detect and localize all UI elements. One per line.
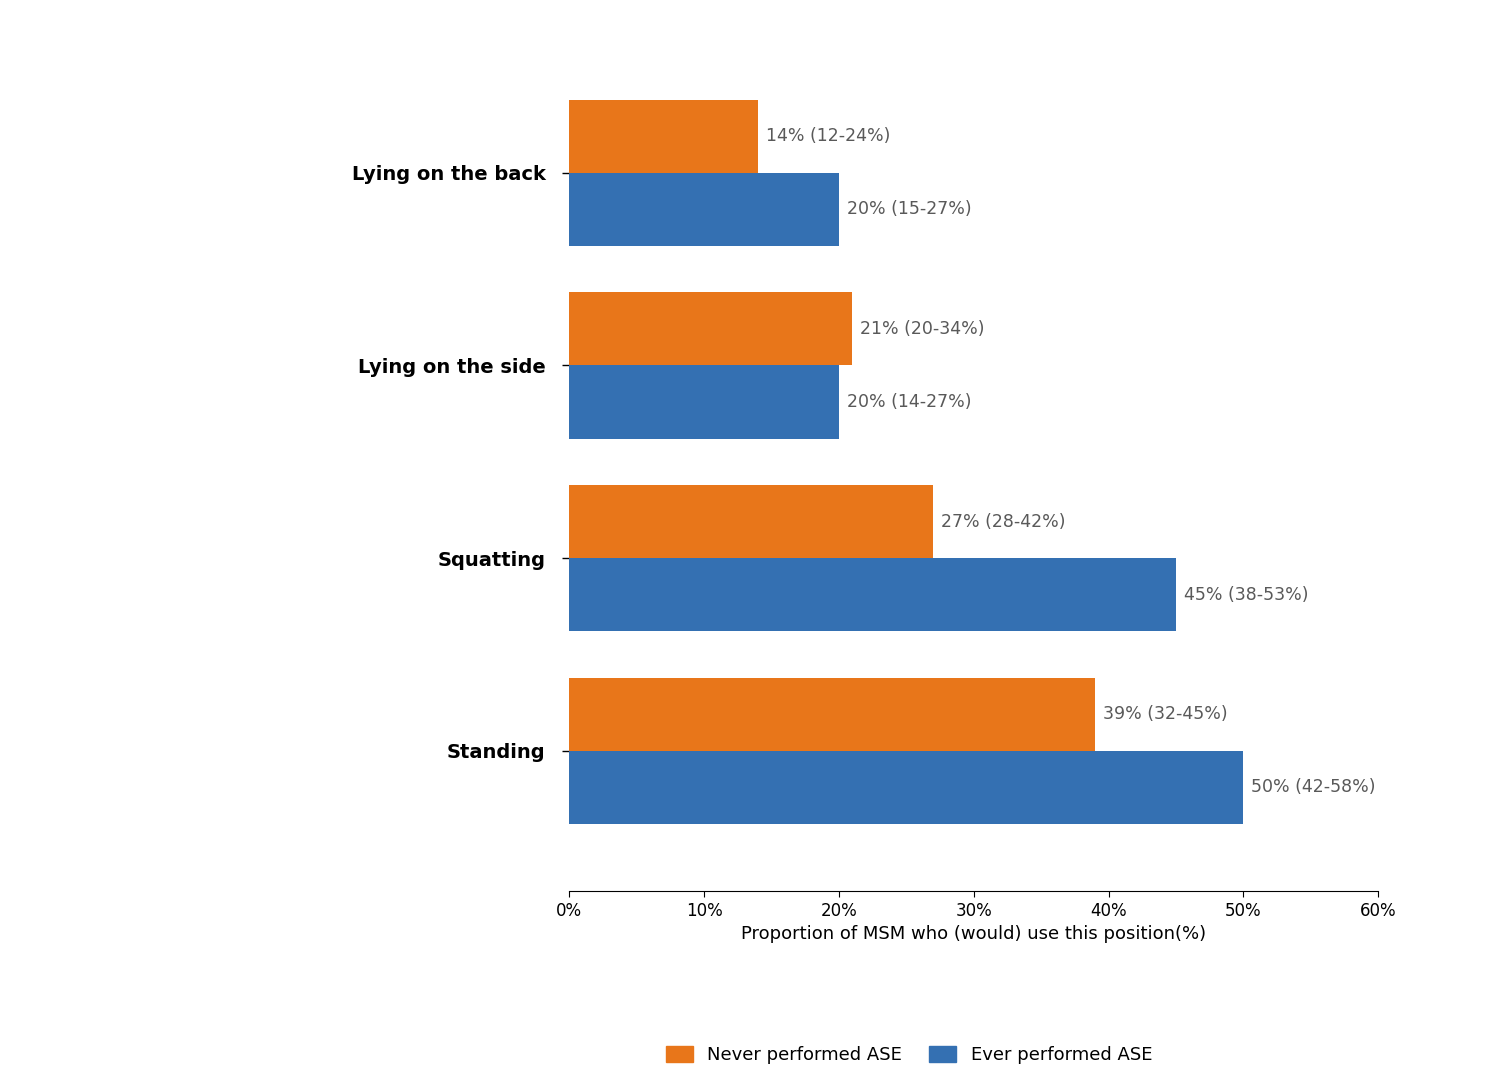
Text: 50% (42-58%): 50% (42-58%) [1251,779,1377,797]
Bar [569,485,933,558]
Bar [569,100,758,173]
Text: 21% (20-34%): 21% (20-34%) [860,320,986,338]
Bar [569,558,1176,632]
Legend: Never performed ASE, Ever performed ASE: Never performed ASE, Ever performed ASE [659,1039,1159,1072]
Bar [569,365,839,438]
Bar [569,678,1095,751]
Bar [569,751,1243,824]
Bar [569,173,839,246]
Text: 45% (38-53%): 45% (38-53%) [1183,585,1309,604]
Text: 20% (14-27%): 20% (14-27%) [846,393,972,411]
Text: 39% (32-45%): 39% (32-45%) [1103,706,1228,723]
Bar [569,292,852,365]
Text: 20% (15-27%): 20% (15-27%) [846,201,972,218]
X-axis label: Proportion of MSM who (would) use this position(%): Proportion of MSM who (would) use this p… [742,926,1206,943]
Text: 14% (12-24%): 14% (12-24%) [765,127,890,145]
Text: 27% (28-42%): 27% (28-42%) [941,512,1067,531]
